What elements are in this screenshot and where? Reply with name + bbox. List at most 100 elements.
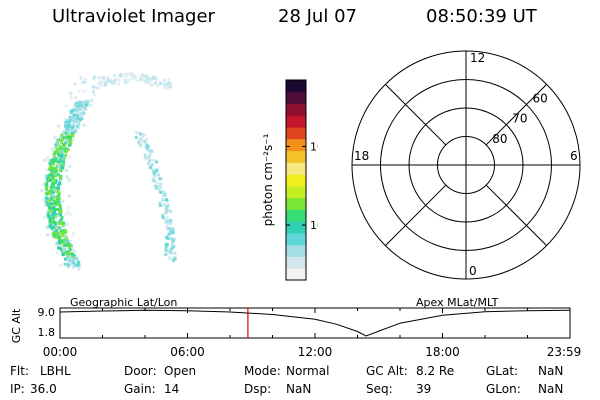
aurora-pixel [82,89,86,93]
aurora-pixel [58,168,62,172]
aurora-pixel [67,121,71,125]
aurora-pixel [50,196,54,200]
aurora-pixel [152,75,156,79]
aurora-pixel [56,139,60,143]
aurora-pixel [109,79,113,83]
aurora-pixel [75,124,79,128]
aurora-pixel [62,231,66,235]
aurora-pixel [165,243,169,247]
colorbar-swatch [286,244,306,257]
aurora-pixel [112,81,116,85]
aurora-pixel [113,79,117,83]
colorbar-swatch [286,103,306,116]
aurora-pixel [148,153,152,157]
colorbar-tick-label: 100 [310,140,318,153]
info-ip: IP: 36.0 [10,382,120,397]
aurora-pixel [67,194,71,198]
aurora-pixel [170,237,174,241]
aurora-pixel [71,132,75,136]
aurora-pixel [155,168,159,172]
colorbar-label: photon cm⁻²s⁻¹ [261,133,275,226]
aurora-pixel [60,152,64,156]
aurora-pixel [163,191,167,195]
aurora-pixel [167,77,171,81]
aurora-pixel [93,75,97,79]
aurora-pixel [50,191,54,195]
aurora-pixel [166,237,170,240]
aurora-pixel [65,252,69,256]
aurora-pixel [167,249,171,253]
aurora-pixel [51,181,55,185]
aurora-pixel [62,130,66,134]
aurora-pixel [67,251,71,255]
aurora-pixel [52,157,56,160]
aurora-pixel [62,150,66,154]
info-flt-key: Flt: [10,364,29,378]
aurora-pixel [139,141,143,145]
aurora-pixel [162,203,166,207]
aurora-pixel [54,169,58,173]
aurora-pixel [76,257,79,261]
aurora-pixel [161,215,165,219]
aurora-pixel [66,130,70,134]
aurora-pixel [152,179,156,183]
aurora-pixel [117,74,121,78]
aurora-pixel [58,205,62,209]
aurora-pixel [92,93,96,97]
aurora-pixel [74,96,78,100]
aurora-pixel [166,203,170,207]
mlt-spoke [485,184,547,246]
aurora-pixel [66,210,70,214]
aurora-pixel [139,78,142,81]
aurora-pixel [63,262,67,266]
aurora-pixel [78,114,82,118]
aurora-pixel [139,132,142,136]
aurora-pixel [62,143,66,147]
aurora-pixel [90,103,94,107]
aurora-pixel [138,75,142,79]
aurora-pixel [56,173,60,177]
aurora-pixel [102,80,106,84]
aurora-pixel [164,245,168,249]
aurora-pixel [81,80,85,84]
aurora-pixel [54,201,58,205]
aurora-pixel [45,168,49,172]
aurora-pixel [48,205,52,209]
aurora-pixel [55,214,59,218]
aurora-pixel [148,163,152,167]
aurora-pixel [145,138,149,141]
aurora-pixel [145,78,149,82]
aurora-pixel [49,179,52,183]
aurora-pixel [169,251,173,255]
auroral-image [40,72,177,271]
colorbar-swatch [286,115,306,128]
aurora-pixel [60,239,64,243]
aurora-pixel [77,263,81,267]
aurora-pixel [72,120,76,123]
aurora-pixel [55,223,59,227]
aurora-pixel [67,131,71,135]
timeline-xtick-label: 06:00 [170,345,205,359]
aurora-pixel [130,77,134,81]
aurora-pixel [55,243,59,247]
aurora-pixel [111,79,115,83]
aurora-pixel [65,139,68,143]
aurora-pixel [57,236,61,240]
aurora-pixel [68,239,72,243]
aurora-pixel [69,257,73,261]
aurora-pixel [169,209,173,213]
aurora-pixel [97,76,101,80]
aurora-pixel [120,74,124,78]
info-door-key: Door: [124,364,157,378]
mlt-label-18: 18 [354,149,369,163]
aurora-pixel [166,222,170,226]
aurora-pixel [56,183,60,187]
colorbar-frame [285,79,307,281]
aurora-pixel [144,145,148,149]
aurora-pixel [57,197,61,201]
aurora-pixel [75,107,79,111]
aurora-pixel [149,158,153,162]
aurora-pixel [112,73,116,77]
info-ip-value: 36.0 [30,382,57,396]
